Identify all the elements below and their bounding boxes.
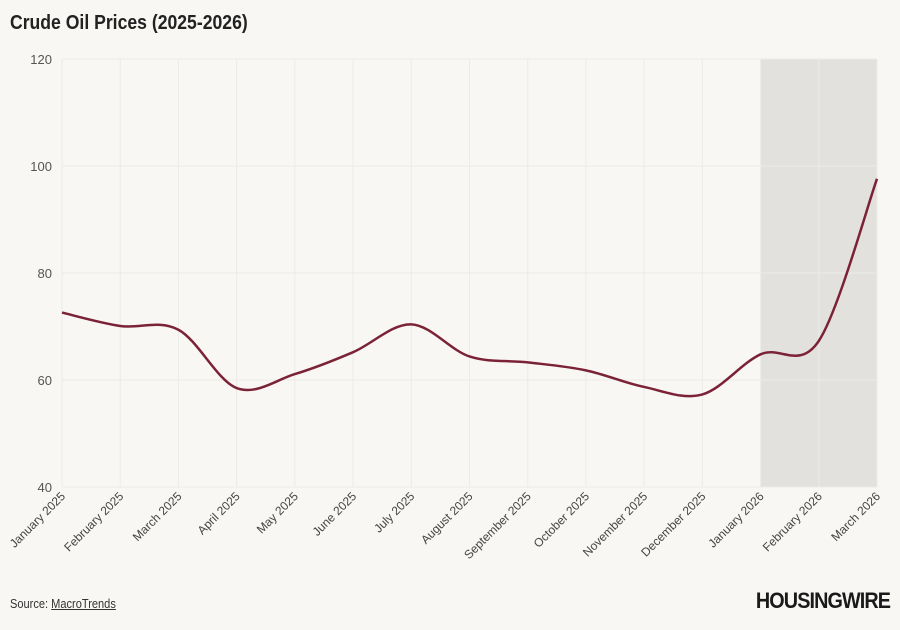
source-note: Source: MacroTrends — [10, 596, 116, 611]
x-tick-label: May 2025 — [254, 489, 301, 536]
x-tick-label: March 2025 — [130, 489, 185, 544]
x-tick-label: February 2026 — [760, 489, 825, 554]
housingwire-logo: HOUSINGWIRE — [755, 588, 891, 613]
source-prefix: Source: — [10, 596, 52, 611]
x-tick-label: July 2025 — [371, 489, 417, 535]
y-tick-label: 120 — [30, 52, 52, 67]
x-tick-label: August 2025 — [418, 489, 476, 547]
x-tick-label: October 2025 — [531, 489, 593, 551]
y-tick-label: 80 — [38, 266, 52, 281]
x-tick-label: March 2026 — [828, 489, 883, 544]
source-link[interactable]: MacroTrends — [51, 596, 116, 611]
x-tick-label: June 2025 — [310, 489, 360, 539]
y-tick-label: 40 — [38, 480, 52, 495]
x-tick-label: February 2025 — [61, 489, 126, 554]
x-tick-label: April 2025 — [195, 489, 243, 537]
chart-title: Crude Oil Prices (2025-2026) — [10, 12, 248, 34]
y-tick-label: 60 — [38, 373, 52, 388]
y-tick-label: 100 — [30, 159, 52, 174]
price-line — [61, 178, 879, 398]
x-tick-label: January 2026 — [705, 489, 767, 551]
x-tick-label: January 2025 — [7, 489, 69, 551]
